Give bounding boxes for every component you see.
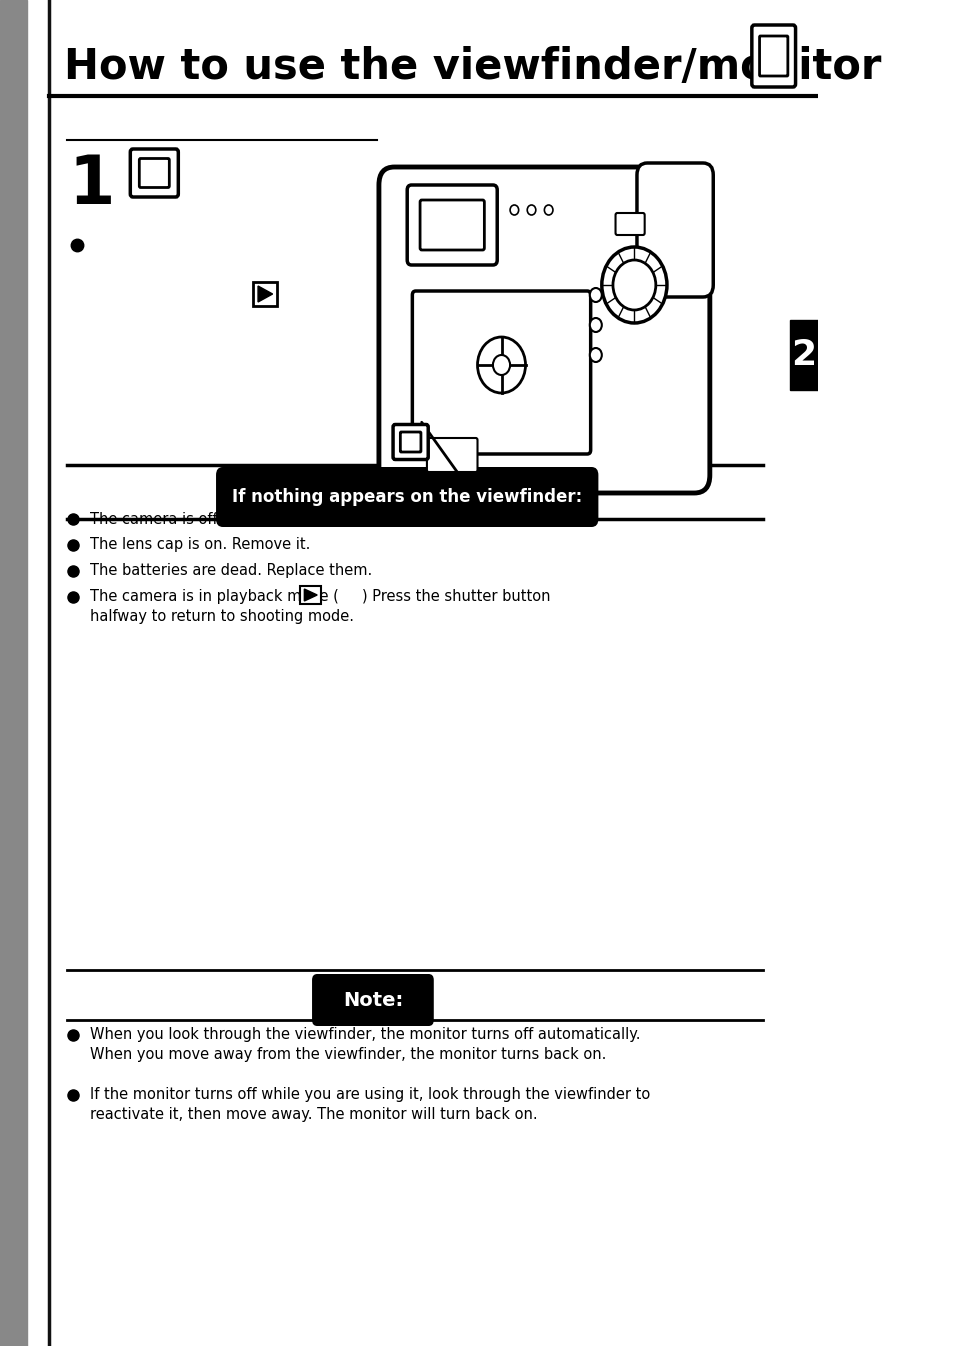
- Bar: [253, 283, 276, 306]
- FancyBboxPatch shape: [400, 432, 420, 452]
- FancyBboxPatch shape: [637, 163, 713, 297]
- Polygon shape: [304, 590, 316, 602]
- Text: The lens cap is on. Remove it.: The lens cap is on. Remove it.: [90, 537, 310, 552]
- Circle shape: [601, 248, 666, 323]
- Circle shape: [589, 349, 601, 362]
- Bar: [300, 586, 320, 604]
- Circle shape: [589, 318, 601, 332]
- Bar: [0, 0, 28, 1346]
- FancyBboxPatch shape: [407, 184, 497, 265]
- Circle shape: [510, 205, 518, 215]
- FancyBboxPatch shape: [419, 201, 484, 250]
- Circle shape: [589, 288, 601, 302]
- Text: The batteries are dead. Replace them.: The batteries are dead. Replace them.: [90, 564, 372, 579]
- Text: halfway to return to shooting mode.: halfway to return to shooting mode.: [90, 610, 354, 625]
- FancyBboxPatch shape: [615, 213, 644, 236]
- Text: The camera is off. Turn it on.: The camera is off. Turn it on.: [90, 511, 299, 526]
- Text: 1: 1: [69, 152, 115, 218]
- FancyBboxPatch shape: [427, 437, 477, 472]
- Circle shape: [613, 260, 655, 310]
- Text: When you move away from the viewfinder, the monitor turns back on.: When you move away from the viewfinder, …: [90, 1047, 606, 1062]
- FancyBboxPatch shape: [215, 467, 598, 528]
- FancyBboxPatch shape: [751, 26, 795, 87]
- Circle shape: [527, 205, 536, 215]
- Circle shape: [544, 205, 553, 215]
- FancyBboxPatch shape: [378, 167, 709, 493]
- Text: When you look through the viewfinder, the monitor turns off automatically.: When you look through the viewfinder, th…: [90, 1027, 639, 1043]
- Text: If the monitor turns off while you are using it, look through the viewfinder to: If the monitor turns off while you are u…: [90, 1088, 650, 1102]
- Bar: [789, 320, 817, 390]
- FancyBboxPatch shape: [131, 149, 178, 197]
- FancyBboxPatch shape: [412, 291, 590, 454]
- Text: How to use the viewfinder/monitor: How to use the viewfinder/monitor: [64, 46, 881, 87]
- Circle shape: [493, 355, 510, 376]
- Text: Note:: Note:: [342, 991, 402, 1010]
- FancyBboxPatch shape: [139, 159, 169, 187]
- Polygon shape: [257, 285, 273, 302]
- FancyBboxPatch shape: [759, 36, 787, 75]
- FancyBboxPatch shape: [312, 975, 434, 1026]
- Text: The camera is in playback mode (     ) Press the shutter button: The camera is in playback mode ( ) Press…: [90, 590, 550, 604]
- Text: 2: 2: [790, 338, 816, 371]
- Circle shape: [477, 336, 525, 393]
- Text: reactivate it, then move away. The monitor will turn back on.: reactivate it, then move away. The monit…: [90, 1108, 537, 1123]
- Text: If nothing appears on the viewfinder:: If nothing appears on the viewfinder:: [232, 489, 581, 506]
- FancyBboxPatch shape: [393, 424, 428, 459]
